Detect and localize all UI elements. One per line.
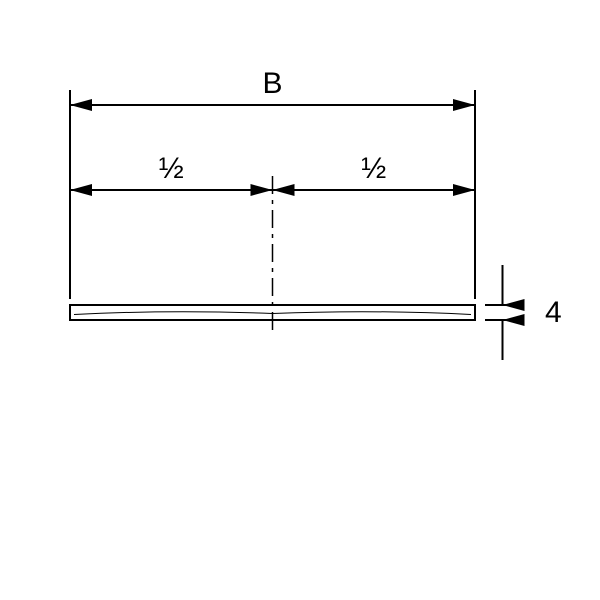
dim-label-half-right: ½ bbox=[361, 152, 386, 185]
dim-label-thickness: 4 bbox=[545, 296, 562, 329]
dimension-diagram: B ½ ½ 4 bbox=[0, 0, 600, 600]
dim-label-B: B bbox=[262, 67, 282, 100]
dim-label-half-left: ½ bbox=[159, 152, 184, 185]
